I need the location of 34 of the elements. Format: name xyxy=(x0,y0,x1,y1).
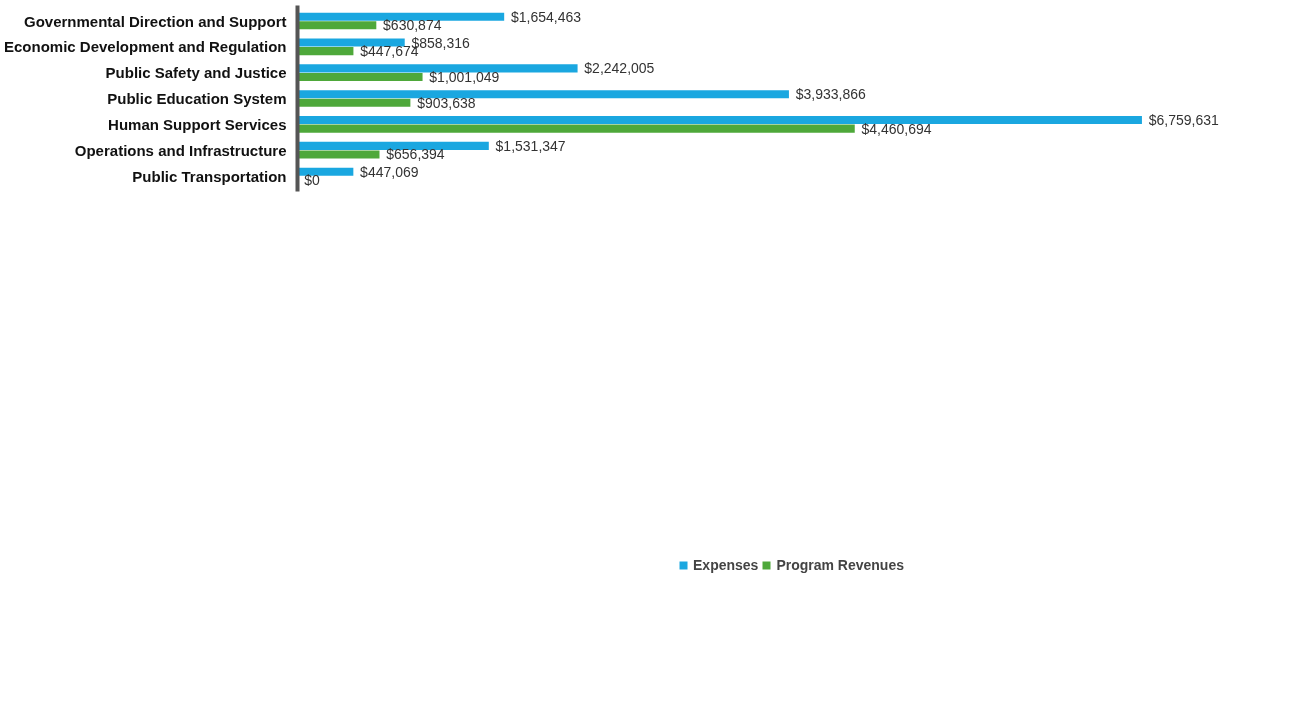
y-tick-label: Public Education System xyxy=(107,90,287,107)
legend-label: Program Revenues xyxy=(776,557,904,573)
bar xyxy=(297,150,380,159)
bar xyxy=(297,12,505,21)
y-tick-label: Human Support Services xyxy=(108,115,287,133)
data-label: $6,759,631 xyxy=(1148,112,1219,129)
data-label: $1,654,463 xyxy=(510,8,582,25)
bar xyxy=(297,98,411,107)
data-label: $447,069 xyxy=(360,163,419,180)
data-label: $1,531,347 xyxy=(495,137,566,154)
bar xyxy=(297,167,354,176)
bar xyxy=(297,141,489,150)
bar xyxy=(297,72,423,81)
data-label: $3,933,866 xyxy=(795,86,866,103)
y-tick-label: Governmental Direction and Support xyxy=(23,12,287,30)
y-tick-label: Public Safety and Justice xyxy=(105,64,287,82)
bar xyxy=(297,90,789,99)
bar xyxy=(297,116,1142,125)
bar xyxy=(297,38,405,47)
data-label: $656,394 xyxy=(386,146,445,163)
bar xyxy=(297,47,354,56)
legend-label: Expenses xyxy=(693,557,759,573)
y-tick-label: Economic Development and Regulation xyxy=(3,38,287,56)
data-label: $0 xyxy=(304,172,321,189)
data-label: $903,638 xyxy=(417,94,476,111)
bar xyxy=(297,21,377,30)
y-tick-label: Operations and Infrastructure xyxy=(74,141,287,159)
data-label: $2,242,005 xyxy=(584,60,655,77)
data-label: $1,001,049 xyxy=(429,68,500,85)
bar xyxy=(297,64,578,73)
bar xyxy=(297,124,855,133)
data-label: $630,874 xyxy=(383,17,442,34)
y-tick-label: Public Transportation xyxy=(132,167,287,185)
data-label: $4,460,694 xyxy=(861,120,932,137)
